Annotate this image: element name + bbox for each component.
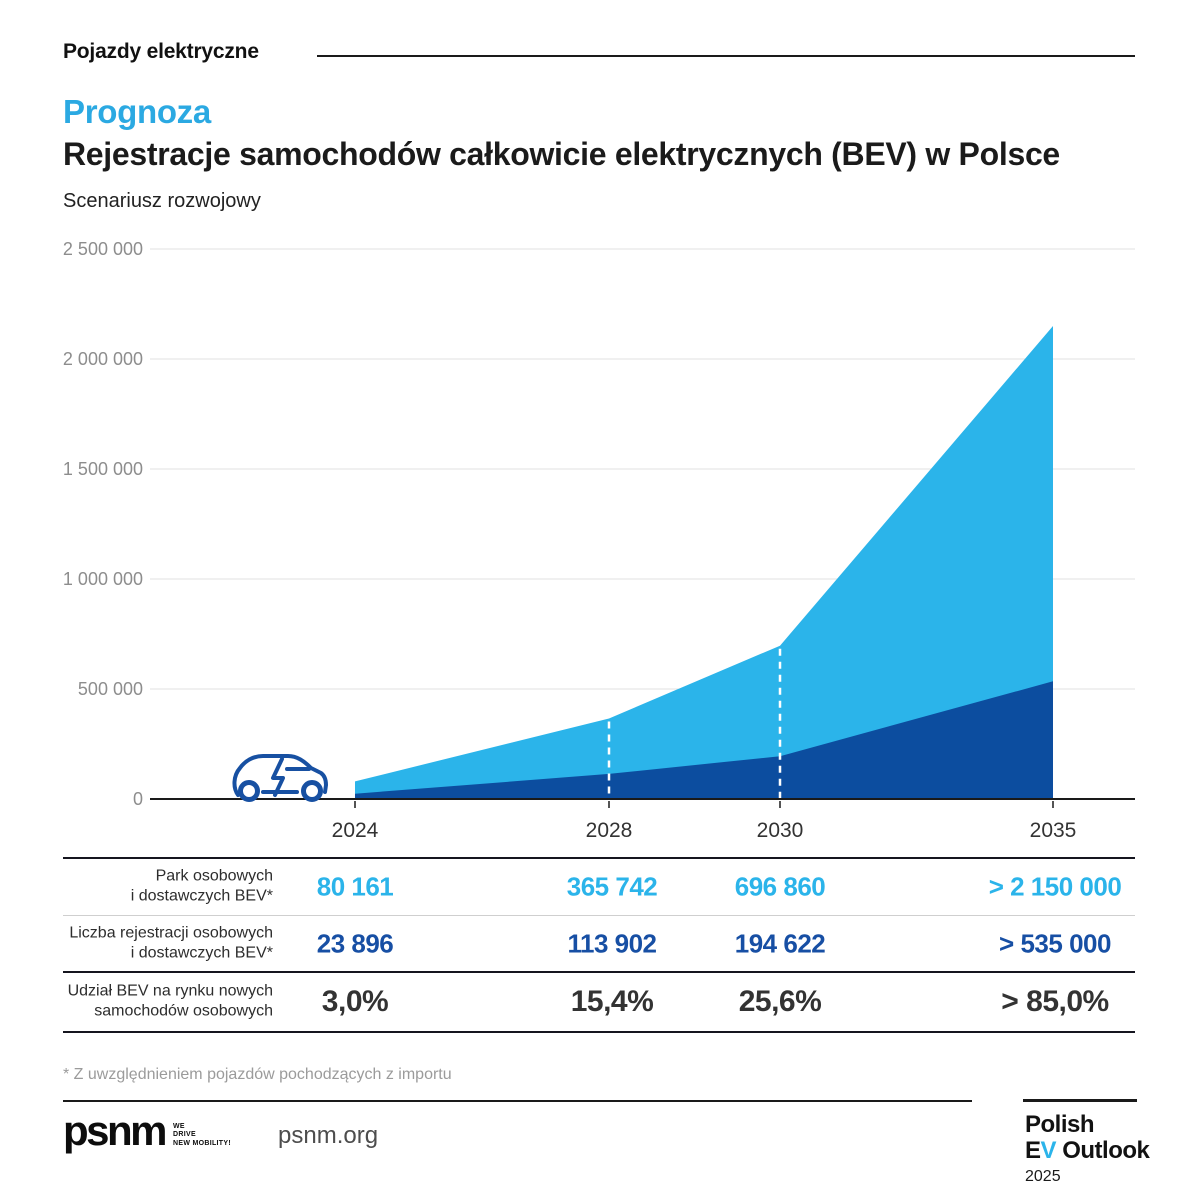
- data-table: Park osobowych i dostawczych BEV* 80 161…: [63, 857, 1135, 1033]
- outlook-rest: Outlook: [1056, 1137, 1150, 1165]
- ev-car-icon: [232, 754, 328, 802]
- y-tick-label: 1 000 000: [63, 569, 143, 589]
- registrations-area-series: [355, 681, 1053, 799]
- footnote: * Z uwzględnieniem pojazdów pochodzących…: [63, 1066, 452, 1083]
- y-tick-label: 500 000: [78, 679, 143, 699]
- eyebrow-label: Pojazdy elektryczne: [63, 40, 259, 63]
- x-tick-label: 2028: [586, 819, 633, 842]
- tagline-line: NEW MOBILITY!: [173, 1139, 231, 1147]
- table-row: Udział BEV na rynku nowych samochodów os…: [63, 973, 1135, 1033]
- outlook-year: 2025: [1025, 1167, 1061, 1185]
- x-axis-ticks: [354, 801, 1054, 808]
- outlook-rule: [1023, 1099, 1137, 1102]
- table-cell: 23 896: [316, 928, 394, 958]
- website-url: psnm.org: [278, 1122, 379, 1149]
- y-tick-label: 2 500 000: [63, 239, 143, 259]
- y-tick-label: 2 000 000: [63, 349, 143, 369]
- tagline-line: DRIVE: [173, 1131, 196, 1139]
- table-cell: 194 622: [734, 928, 826, 958]
- table-cell: 3,0%: [321, 985, 389, 1018]
- lightning-bolt-icon: [271, 757, 285, 797]
- outlook-line1: Polish: [1025, 1111, 1095, 1138]
- table-cell: 25,6%: [738, 985, 822, 1018]
- table-row: Park osobowych i dostawczych BEV* 80 161…: [63, 859, 1135, 916]
- page-subtitle: Scenariusz rozwojowy: [63, 190, 261, 212]
- row-label: Park osobowych i dostawczych BEV*: [130, 867, 273, 905]
- table-cell: 113 902: [567, 928, 657, 958]
- table-cell: 365 742: [566, 871, 658, 902]
- table-cell: 80 161: [316, 871, 394, 902]
- table-cell: 15,4%: [570, 985, 654, 1018]
- psnm-logo-wordmark: psnm: [63, 1107, 168, 1154]
- row-label: Liczba rejestracji osobowych i dostawczy…: [69, 924, 273, 962]
- table-cell: > 2 150 000: [988, 871, 1122, 902]
- table-cell: > 85,0%: [1001, 985, 1109, 1018]
- outlook-line2: EV Outlook: [1025, 1137, 1150, 1165]
- fleet-park-area-series: [355, 326, 1053, 799]
- psnm-logo-tagline: WE DRIVE NEW MOBILITY!: [173, 1123, 231, 1148]
- page-title: Rejestracje samochodów całkowicie elektr…: [63, 136, 1060, 172]
- x-tick-label: 2024: [332, 819, 379, 842]
- polish-ev-outlook-logo: Polish EV Outlook 2025: [1025, 1111, 1150, 1185]
- psnm-logo: psnm WE DRIVE NEW MOBILITY!: [63, 1107, 231, 1154]
- x-tick-label: 2035: [1030, 819, 1077, 842]
- x-axis-labels: 2024 2028 2030 2035: [332, 819, 1077, 842]
- outlook-v: V: [1040, 1137, 1057, 1165]
- tagline-line: WE: [173, 1123, 185, 1130]
- x-tick-label: 2030: [757, 819, 804, 842]
- outlook-e: E: [1025, 1137, 1041, 1165]
- row-label: Udział BEV na rynku nowych samochodów os…: [67, 982, 273, 1020]
- y-tick-label: 0: [133, 789, 143, 809]
- table-row: Liczba rejestracji osobowych i dostawczy…: [63, 916, 1135, 973]
- title-accent: Prognoza: [63, 93, 211, 130]
- y-tick-label: 1 500 000: [63, 459, 143, 479]
- footer-rule: [63, 1100, 972, 1102]
- eyebrow-rule: [317, 55, 1135, 57]
- table-cell: 696 860: [734, 871, 826, 902]
- y-axis-labels: 2 500 000 2 000 000 1 500 000 1 000 000 …: [63, 239, 143, 809]
- table-cell: > 535 000: [999, 928, 1111, 958]
